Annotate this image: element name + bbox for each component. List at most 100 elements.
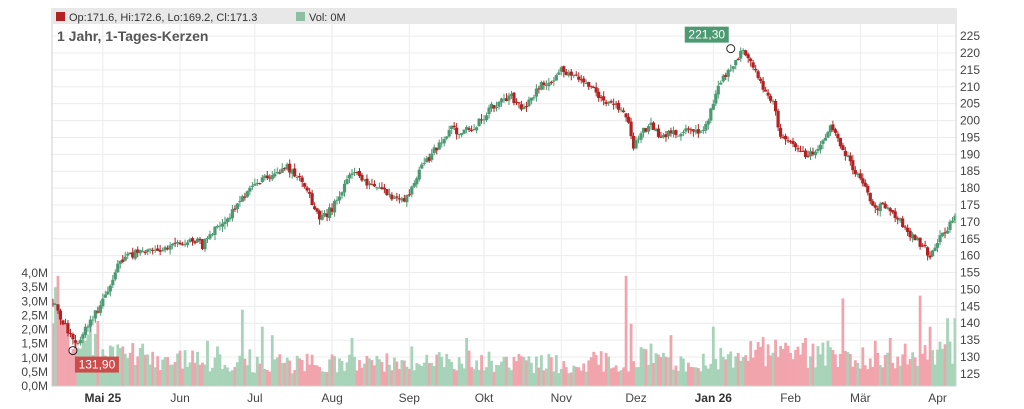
candle-body xyxy=(265,175,269,179)
volume-bar xyxy=(442,367,446,386)
volume-bar xyxy=(911,352,915,386)
candle-body xyxy=(457,133,461,135)
volume-bar xyxy=(492,371,496,386)
volume-bar xyxy=(776,357,780,386)
candle-body xyxy=(180,244,185,246)
candle-body xyxy=(564,71,568,76)
volume-bar xyxy=(826,340,830,386)
candle-body xyxy=(213,226,217,235)
price-tick-label: 135 xyxy=(960,333,980,347)
volume-bar xyxy=(537,367,541,386)
candle-body xyxy=(684,128,688,132)
volume-bar xyxy=(333,356,336,386)
candle-body xyxy=(699,131,703,133)
candle-body xyxy=(452,125,456,128)
volume-bar xyxy=(913,357,917,386)
candle-body xyxy=(544,84,548,86)
candle-body xyxy=(83,326,87,336)
volume-bar xyxy=(487,351,491,386)
time-tick-label: Jan 26 xyxy=(695,391,733,405)
candle-body xyxy=(626,116,631,123)
candle-body xyxy=(337,196,342,201)
candle-body xyxy=(883,203,887,209)
candle-body xyxy=(193,241,197,244)
candle-body xyxy=(739,50,743,59)
volume-bar xyxy=(176,353,179,386)
volume-bar xyxy=(278,354,282,386)
candle-body xyxy=(173,242,177,244)
candle-body xyxy=(482,119,486,121)
candle-body xyxy=(235,203,239,210)
candle-body xyxy=(330,208,334,212)
candle-body xyxy=(589,85,593,87)
volume-bar xyxy=(863,365,867,386)
volume-bar xyxy=(295,355,299,386)
candle-body xyxy=(253,183,257,186)
volume-bar xyxy=(325,372,329,386)
annotation-marker xyxy=(726,44,736,54)
candle-body xyxy=(791,140,795,144)
candle-body xyxy=(764,89,768,92)
volume-bar xyxy=(238,355,242,386)
volume-bar xyxy=(542,370,546,386)
volume-bar xyxy=(554,355,558,386)
volume-bar xyxy=(609,368,613,386)
volume-bar xyxy=(642,348,645,386)
volume-bar xyxy=(629,323,633,386)
candle-body xyxy=(407,194,411,196)
volume-bar xyxy=(522,356,526,386)
candle-body xyxy=(654,128,658,132)
candle-body xyxy=(734,60,738,66)
volume-bar xyxy=(619,370,623,386)
candle-body xyxy=(365,178,369,186)
volume-bar xyxy=(161,359,165,386)
candle-body xyxy=(609,101,613,103)
volume-bar xyxy=(196,351,199,386)
volume-bar xyxy=(729,351,733,386)
candle-body xyxy=(151,249,155,251)
volume-bar xyxy=(851,366,855,386)
time-tick-label: Apr xyxy=(928,391,947,405)
candle-body xyxy=(940,232,945,237)
candle-body xyxy=(300,177,304,182)
candle-body xyxy=(73,340,78,343)
volume-bar xyxy=(667,357,670,386)
volume-bar xyxy=(330,354,334,386)
candle-body xyxy=(479,119,484,121)
volume-bar xyxy=(602,371,606,386)
candle-body xyxy=(676,135,681,137)
candle-body xyxy=(823,137,828,141)
candle-body xyxy=(886,207,890,209)
time-tick-label: Nov xyxy=(551,391,572,405)
candle-body xyxy=(818,144,823,150)
volume-bar xyxy=(597,364,601,386)
price-tick-label: 190 xyxy=(960,147,980,161)
volume-bar xyxy=(771,352,775,386)
candle-body xyxy=(514,101,519,103)
volume-bar xyxy=(848,353,852,386)
candle-body xyxy=(347,174,352,179)
candle-body xyxy=(938,235,942,243)
volume-bar xyxy=(572,365,576,386)
volume-bar xyxy=(824,365,827,386)
candle-body xyxy=(106,291,110,295)
candle-body xyxy=(462,129,466,134)
volume-bar xyxy=(156,356,160,386)
volume-bar xyxy=(938,341,942,386)
volume-bar xyxy=(328,359,331,386)
candle-body xyxy=(415,178,419,185)
volume-bar xyxy=(659,357,663,386)
volume-bar xyxy=(151,351,155,386)
volume-bar xyxy=(547,354,551,386)
candle-body xyxy=(138,250,142,254)
volume-bar xyxy=(355,370,359,386)
volume-bar xyxy=(98,364,102,386)
candle-body xyxy=(51,303,55,305)
volume-bar xyxy=(719,347,723,386)
price-tick-label: 210 xyxy=(960,80,980,94)
price-tick-label: 145 xyxy=(960,299,980,313)
volume-bar xyxy=(564,367,568,386)
volume-bar xyxy=(280,363,284,386)
candle-body xyxy=(435,147,439,151)
volume-bar xyxy=(432,366,436,386)
